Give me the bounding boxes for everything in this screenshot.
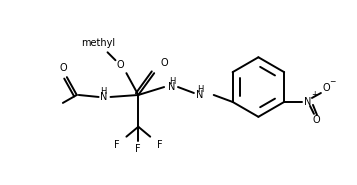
- Text: F: F: [136, 144, 141, 154]
- Text: N: N: [100, 92, 107, 102]
- Text: O: O: [312, 115, 320, 125]
- Text: O: O: [160, 58, 168, 68]
- Text: −: −: [330, 78, 336, 87]
- Text: H: H: [197, 85, 203, 94]
- Text: N: N: [169, 82, 176, 92]
- Text: methyl: methyl: [81, 38, 116, 48]
- Text: O: O: [117, 60, 124, 70]
- Text: F: F: [157, 140, 163, 150]
- Text: N: N: [304, 97, 312, 107]
- Text: +: +: [311, 90, 317, 100]
- Text: H: H: [169, 77, 175, 86]
- Text: O: O: [59, 63, 67, 73]
- Text: F: F: [114, 140, 119, 150]
- Text: H: H: [100, 87, 107, 95]
- Text: O: O: [322, 83, 330, 93]
- Text: N: N: [196, 90, 203, 100]
